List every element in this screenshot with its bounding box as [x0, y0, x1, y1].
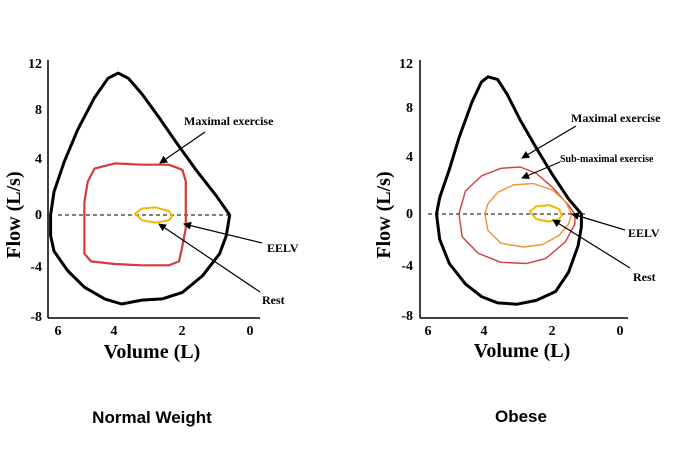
y-tick-label: 8 [406, 101, 413, 116]
y-tick-label: 12 [28, 57, 42, 72]
y-tick-label: 8 [35, 103, 42, 118]
y-tick-label: 0 [35, 208, 42, 223]
maximal-flow-volume-loop [435, 75, 583, 306]
maximal-flow-volume-loop [49, 71, 232, 306]
normal-weight-chart: 12 8 4 0 -4 -8 6 4 2 0 Volume (L) Flow (… [3, 57, 299, 427]
eelv-arrow [183, 221, 263, 244]
y-tick-label: -4 [401, 259, 413, 274]
rest-label: Rest [262, 293, 285, 307]
maximal-exercise-arrow [159, 131, 206, 164]
y-tick-label: -4 [30, 260, 42, 275]
y-tick-label: 12 [399, 57, 413, 72]
y-axis-title: Flow (L/s) [373, 171, 395, 258]
y-tick-label: -8 [401, 309, 413, 324]
x-axis-title: Volume (L) [474, 340, 570, 362]
x-tick-label: 6 [425, 324, 432, 339]
y-tick-label: 4 [35, 152, 42, 167]
maximal-exercise-loop [458, 166, 576, 265]
y-tick-label: 0 [406, 207, 413, 222]
x-tick-label: 0 [247, 324, 254, 339]
x-tick-label: 6 [55, 324, 62, 339]
y-axis-title: Flow (L/s) [3, 171, 25, 258]
rest-label: Rest [633, 270, 656, 284]
maximal-exercise-label: Maximal exercise [184, 114, 274, 128]
x-tick-label: 2 [179, 324, 186, 339]
maximal-exercise-label: Maximal exercise [571, 111, 661, 125]
eelv-label: EELV [267, 241, 299, 255]
maximal-exercise-arrow [521, 125, 577, 159]
rest-loop [134, 206, 174, 224]
x-tick-label: 2 [549, 324, 556, 339]
sub-maximal-exercise-arrow [521, 161, 561, 179]
rest-loop [528, 204, 563, 223]
x-tick-label: 4 [481, 324, 488, 339]
obese-chart: 12 8 4 0 -4 -8 6 4 2 0 Volume (L) Flow (… [373, 57, 661, 426]
sub-maximal-exercise-label: Sub-maximal exercise [560, 154, 654, 165]
maximal-exercise-loop [83, 162, 187, 267]
normal-weight-caption: Normal Weight [92, 408, 212, 427]
rest-arrow [552, 219, 631, 269]
rest-arrow [158, 223, 261, 293]
eelv-label: EELV [628, 226, 660, 240]
x-tick-label: 0 [617, 324, 624, 339]
eelv-arrow [571, 212, 626, 231]
x-axis-title: Volume (L) [104, 341, 200, 363]
sub-maximal-exercise-loop [484, 182, 573, 248]
y-tick-label: 4 [406, 150, 413, 165]
obese-caption: Obese [495, 407, 547, 426]
x-tick-label: 4 [111, 324, 118, 339]
y-tick-label: -8 [30, 310, 42, 325]
